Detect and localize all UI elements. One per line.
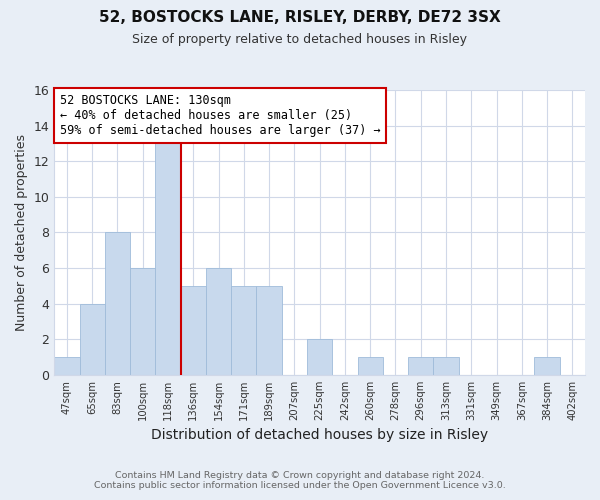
X-axis label: Distribution of detached houses by size in Risley: Distribution of detached houses by size … xyxy=(151,428,488,442)
Bar xyxy=(256,286,282,375)
Bar xyxy=(535,357,560,375)
Bar xyxy=(307,340,332,375)
Bar xyxy=(408,357,433,375)
Bar xyxy=(155,144,181,375)
Bar xyxy=(433,357,458,375)
Bar xyxy=(130,268,155,375)
Bar xyxy=(105,232,130,375)
Text: Contains HM Land Registry data © Crown copyright and database right 2024.
Contai: Contains HM Land Registry data © Crown c… xyxy=(94,470,506,490)
Bar xyxy=(231,286,256,375)
Y-axis label: Number of detached properties: Number of detached properties xyxy=(15,134,28,331)
Bar xyxy=(181,286,206,375)
Text: 52 BOSTOCKS LANE: 130sqm
← 40% of detached houses are smaller (25)
59% of semi-d: 52 BOSTOCKS LANE: 130sqm ← 40% of detach… xyxy=(59,94,380,138)
Bar xyxy=(54,357,80,375)
Text: 52, BOSTOCKS LANE, RISLEY, DERBY, DE72 3SX: 52, BOSTOCKS LANE, RISLEY, DERBY, DE72 3… xyxy=(99,10,501,25)
Bar xyxy=(80,304,105,375)
Bar xyxy=(358,357,383,375)
Bar xyxy=(206,268,231,375)
Text: Size of property relative to detached houses in Risley: Size of property relative to detached ho… xyxy=(133,32,467,46)
